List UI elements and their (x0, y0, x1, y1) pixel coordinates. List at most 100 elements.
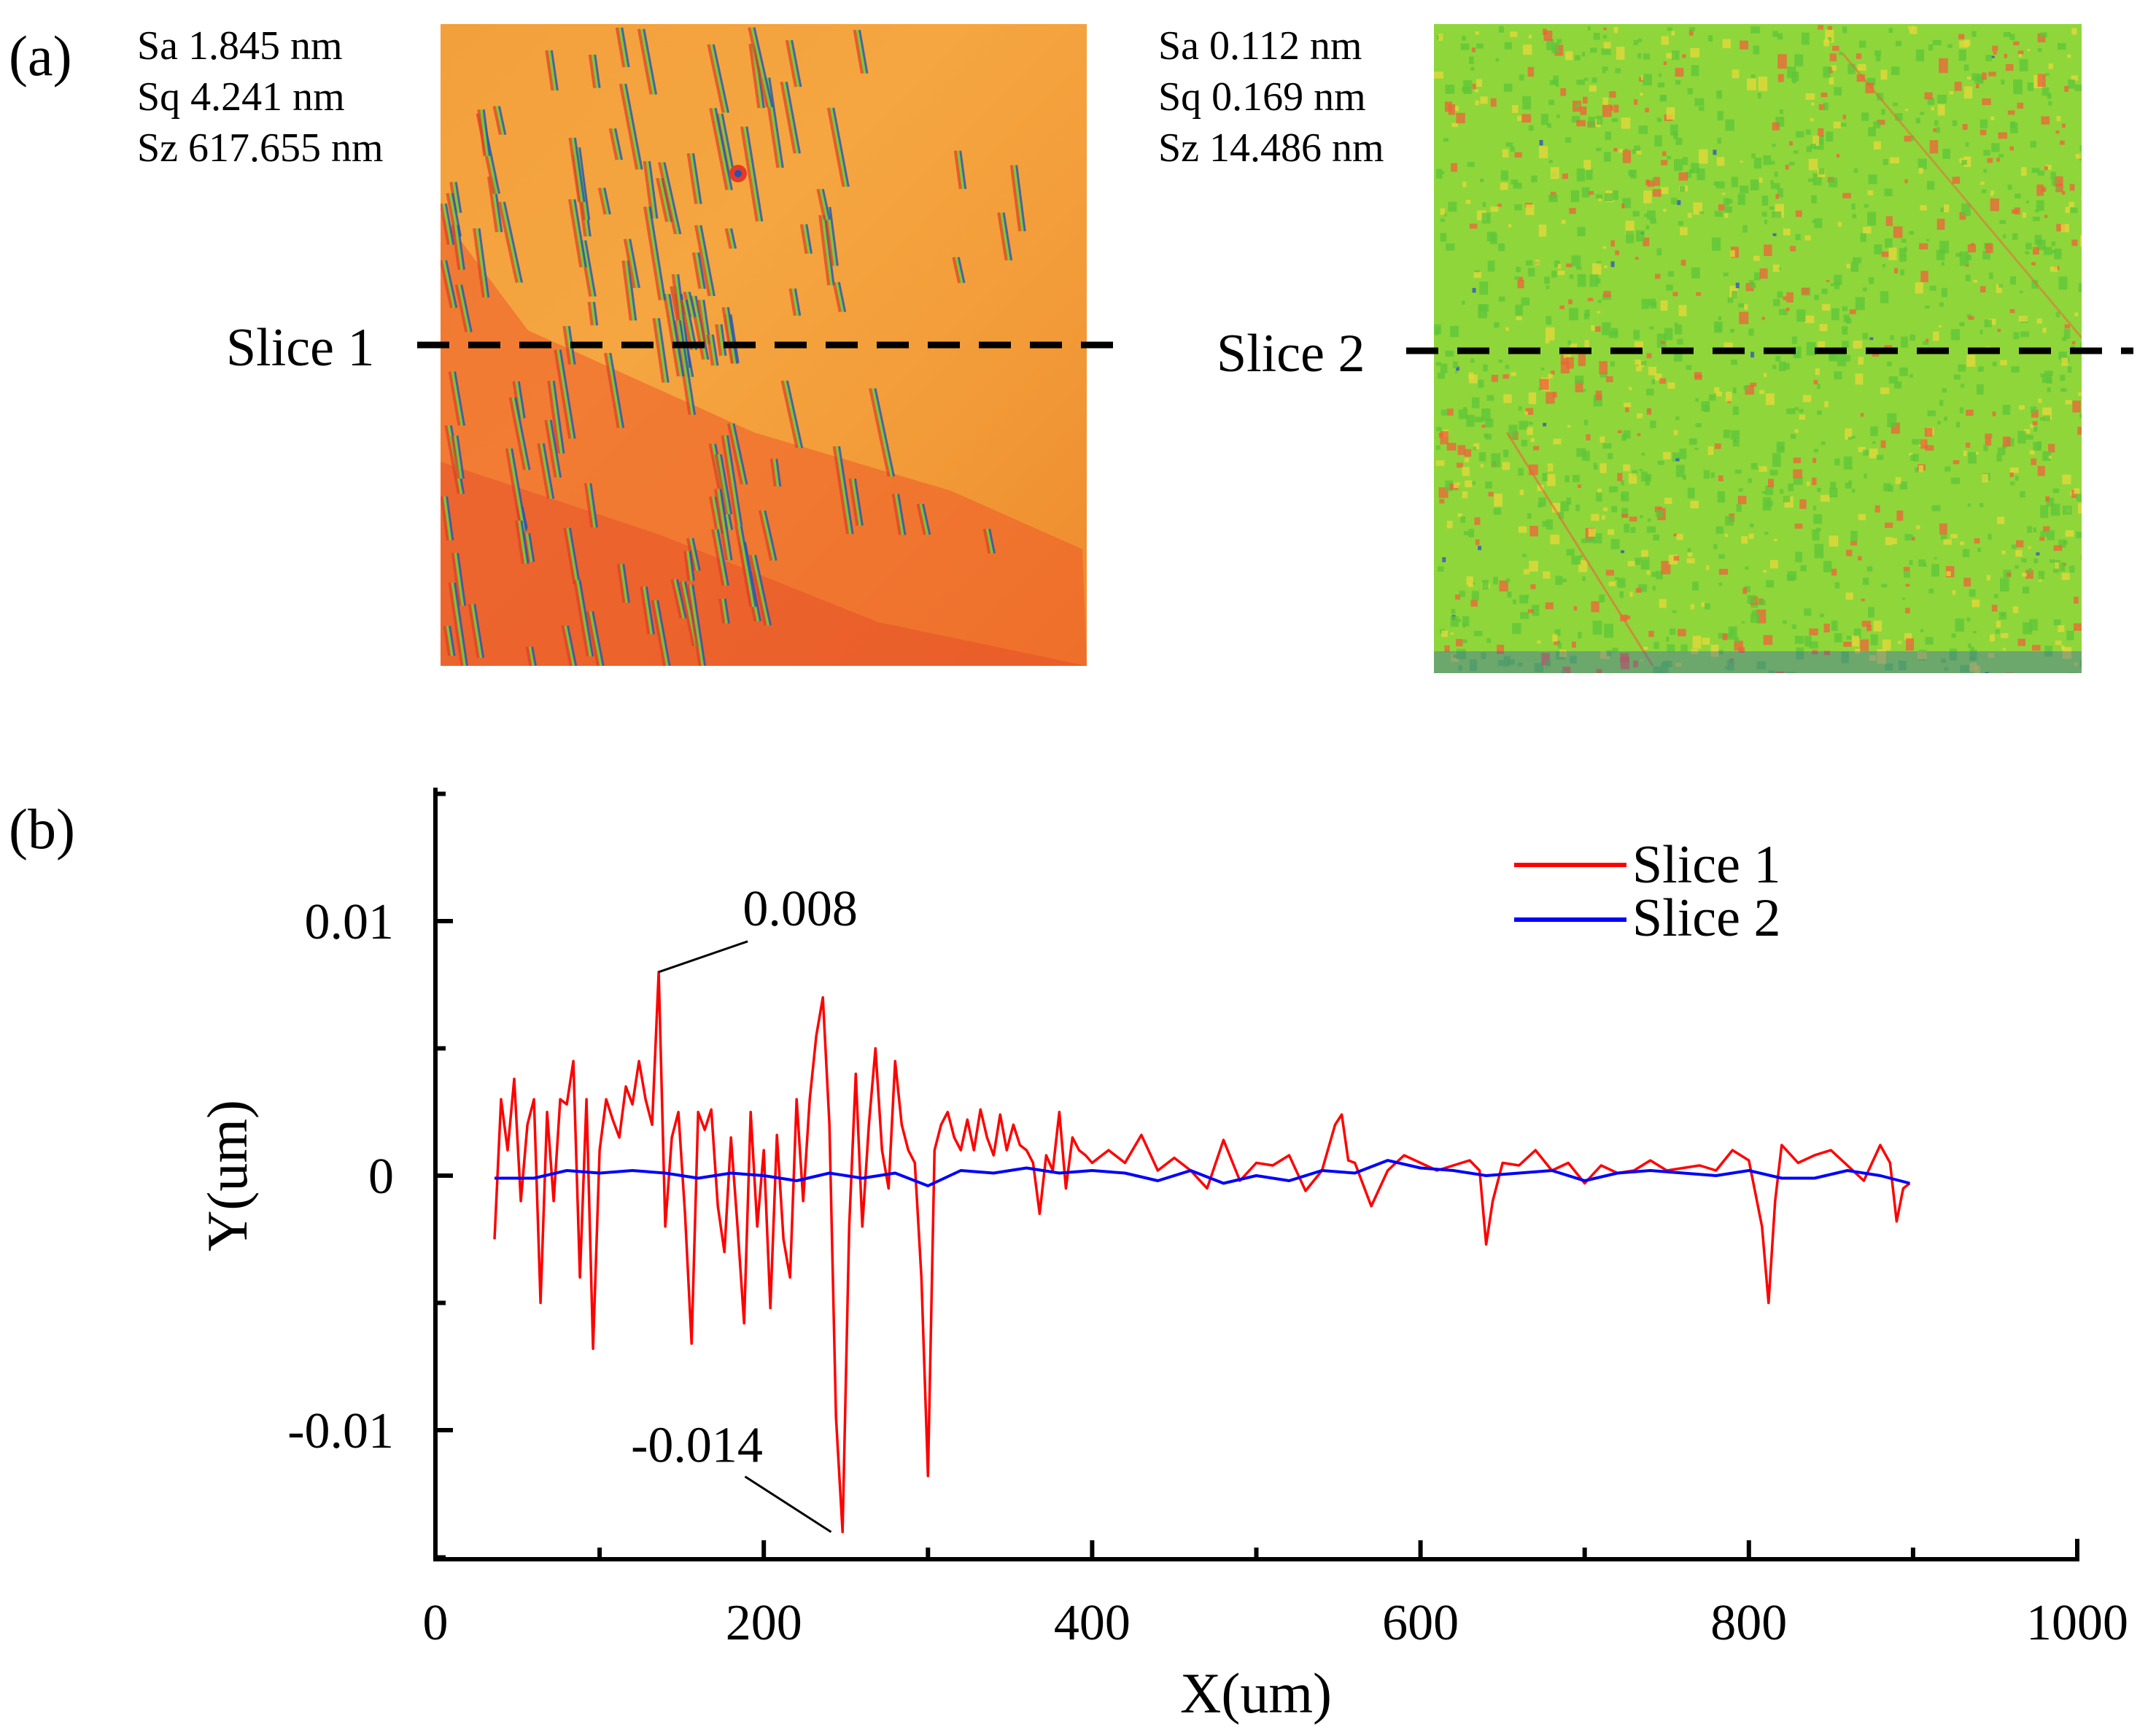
texture-speckle (2061, 645, 2065, 651)
texture-streak (726, 307, 739, 364)
texture-streak (748, 554, 767, 626)
texture-speckle (1999, 611, 2007, 620)
texture-streak (446, 625, 454, 656)
texture-speckle (1667, 155, 1672, 160)
texture-speckle (1548, 160, 1553, 163)
texture-speckle (1617, 473, 1623, 481)
texture-streak (451, 225, 461, 271)
texture-speckle (1892, 102, 1898, 106)
texture-speckle (1933, 128, 1937, 133)
texture-speckle (1673, 556, 1680, 561)
texture-speckle (1469, 659, 1478, 672)
texture-speckle (1498, 243, 1505, 252)
texture-speckle (1669, 628, 1676, 635)
texture-speckle (1666, 107, 1675, 120)
texture-speckle (1850, 540, 1858, 546)
texture-speckle (2003, 233, 2006, 238)
texture-streak (729, 423, 747, 485)
texture-speckle (1944, 667, 1948, 671)
texture-speckle (1769, 470, 1778, 476)
texture-speckle (1962, 548, 1970, 557)
texture-speckle (1442, 557, 1446, 562)
texture-speckle (2060, 224, 2069, 233)
texture-speckle (2065, 206, 2071, 214)
texture-speckle (2012, 606, 2019, 613)
texture-speckle (2078, 392, 2082, 396)
texture-speckle (1591, 601, 1599, 613)
texture-speckle (2011, 544, 2017, 549)
texture-speckle (1971, 31, 1977, 37)
texture-speckle (2022, 572, 2027, 577)
texture-streak (528, 532, 535, 562)
texture-speckle (1675, 465, 1685, 478)
texture-streak (997, 212, 1008, 261)
texture-streak (441, 203, 450, 245)
texture-streak (745, 126, 764, 222)
texture-speckle (1899, 248, 1907, 257)
texture-speckle (2061, 572, 2070, 581)
texture-speckle (1615, 68, 1621, 74)
texture-speckle (1863, 449, 1869, 456)
texture-speckle (1495, 58, 1500, 62)
texture-streak (982, 528, 991, 554)
texture-speckle (1713, 150, 1717, 155)
texture-speckle (1634, 145, 1640, 151)
texture-streak (834, 282, 845, 313)
texture-speckle (1847, 63, 1856, 74)
texture-speckle (1454, 370, 1458, 373)
texture-speckle (1466, 576, 1473, 585)
texture-streak (988, 528, 996, 554)
texture-speckle (1821, 288, 1828, 295)
texture-speckle (1467, 162, 1475, 167)
texture-speckle (1805, 129, 1811, 135)
texture-speckle (1682, 54, 1686, 58)
texture-speckle (1861, 621, 1872, 627)
texture-speckle (2046, 497, 2055, 507)
texture-speckle (1653, 534, 1660, 541)
texture-speckle (1939, 58, 1948, 74)
texture-streak (985, 528, 994, 554)
texture-speckle (1955, 252, 1963, 257)
texture-speckle (1548, 194, 1558, 203)
texture-speckle (2058, 352, 2067, 360)
texture-streak (727, 228, 736, 249)
texture-speckle (1480, 464, 1484, 467)
texture-speckle (1724, 666, 1729, 669)
texture-speckle (2047, 530, 2055, 540)
texture-speckle (1997, 516, 2005, 524)
texture-speckle (1695, 423, 1702, 427)
texture-speckle (1966, 442, 1971, 448)
texture-speckle (1455, 594, 1461, 600)
texture-speckle (1763, 570, 1767, 573)
texture-speckle (2009, 146, 2015, 151)
texture-speckle (1990, 193, 1993, 196)
texture-speckle (1817, 410, 1822, 415)
texture-speckle (1744, 586, 1750, 593)
texture-speckle (1783, 362, 1790, 370)
texture-speckle (1464, 449, 1472, 457)
texture-streak (734, 525, 753, 608)
texture-streak (748, 27, 769, 108)
texture-speckle (1950, 477, 1961, 484)
slice-lines-overlay (417, 341, 2133, 354)
texture-speckle (1548, 373, 1553, 379)
texture-speckle (1464, 457, 1470, 462)
texture-speckle (1979, 129, 1987, 136)
texture-speckle (1513, 182, 1522, 189)
texture-speckle (1678, 221, 1683, 226)
texture-speckle (1546, 316, 1552, 325)
texture-streak (709, 44, 729, 114)
texture-speckle (1578, 354, 1586, 366)
texture-speckle (1888, 28, 1893, 34)
texture-streak (654, 599, 670, 666)
texture-speckle (1870, 426, 1878, 436)
texture-speckle (1985, 433, 1993, 439)
texture-speckle (1435, 168, 1443, 179)
texture-speckle (1551, 502, 1561, 513)
texture-streak (563, 527, 576, 585)
texture-speckle (1478, 452, 1486, 462)
texture-speckle (1639, 469, 1643, 472)
texture-speckle (1963, 450, 1967, 457)
texture-speckle (1593, 462, 1597, 467)
chart-legend: Slice 1 Slice 2 (1514, 835, 1780, 948)
